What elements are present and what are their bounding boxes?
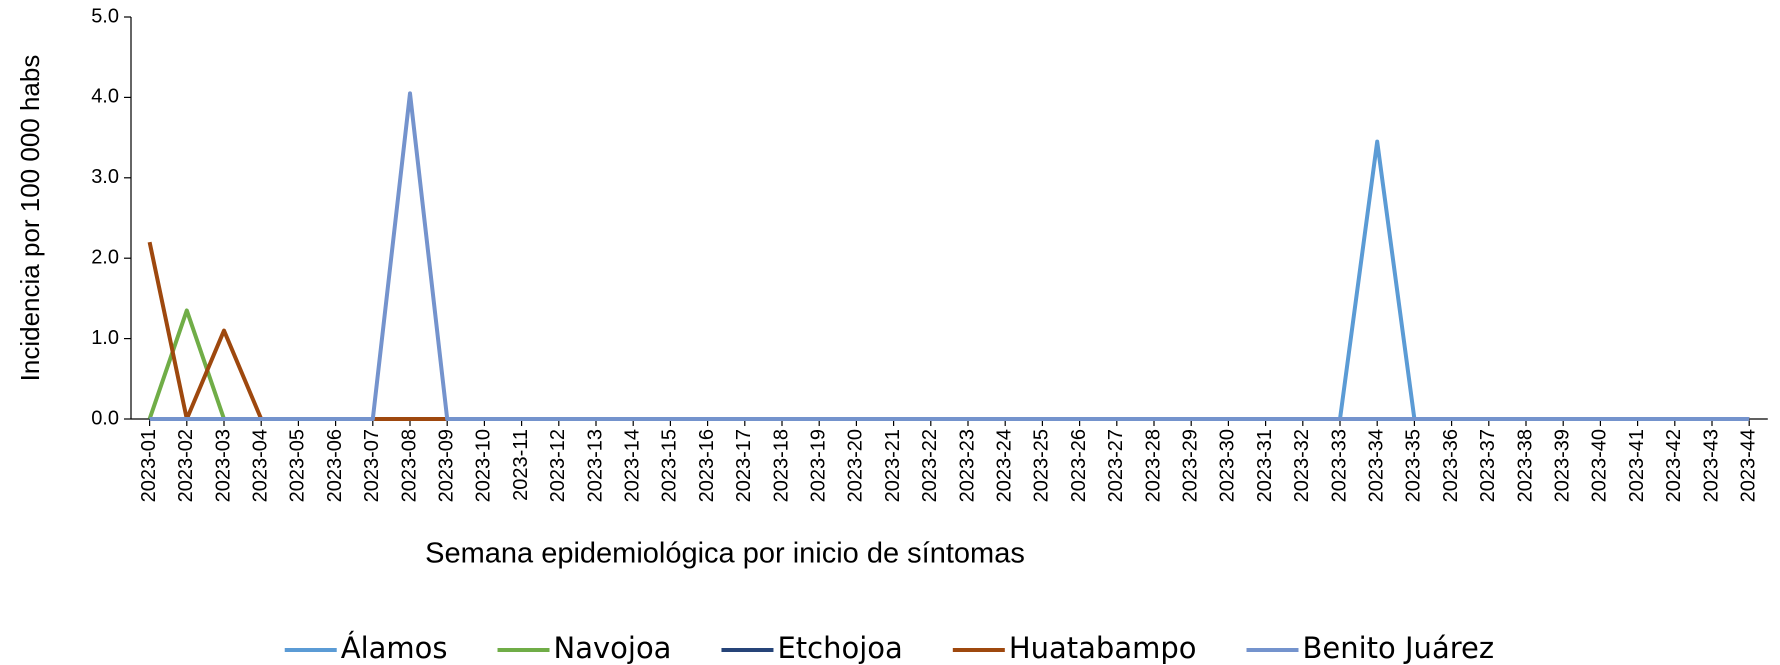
x-tick-label: 2023-33 bbox=[1328, 429, 1350, 502]
x-tick-label: 2023-12 bbox=[547, 429, 569, 502]
x-tick-label: 2023-38 bbox=[1514, 429, 1536, 502]
x-tick-label: 2023-34 bbox=[1365, 429, 1387, 502]
x-tick-label: 2023-10 bbox=[473, 429, 495, 502]
legend-label: Álamos bbox=[341, 631, 448, 665]
x-tick-label: 2023-37 bbox=[1477, 429, 1499, 502]
y-tick-label: 2.0 bbox=[91, 246, 119, 268]
x-tick-label: 2023-14 bbox=[621, 429, 643, 502]
x-tick-label: 2023-15 bbox=[659, 429, 681, 502]
x-tick-label: 2023-39 bbox=[1551, 429, 1573, 502]
x-tick-label: 2023-17 bbox=[733, 429, 755, 502]
x-tick-label: 2023-31 bbox=[1254, 429, 1276, 502]
legend-label: Navojoa bbox=[554, 631, 672, 665]
y-tick-label: 0.0 bbox=[91, 407, 119, 429]
legend-label: Benito Juárez bbox=[1303, 631, 1495, 665]
x-tick-label: 2023-16 bbox=[696, 429, 718, 502]
x-tick-label: 2023-18 bbox=[770, 429, 792, 502]
x-tick-label: 2023-21 bbox=[882, 429, 904, 502]
x-tick-label: 2023-08 bbox=[398, 429, 420, 502]
x-tick-label: 2023-02 bbox=[175, 429, 197, 502]
x-tick-label: 2023-25 bbox=[1031, 429, 1053, 502]
line-series bbox=[147, 308, 1750, 421]
y-tick-label: 1.0 bbox=[91, 327, 119, 349]
x-tick-label: 2023-24 bbox=[993, 429, 1015, 502]
legend: Álamos Navojoa Etchojoa Huatabampo Benito Ju… bbox=[284, 631, 1495, 665]
line-series bbox=[149, 91, 1750, 421]
x-tick-label: 2023-36 bbox=[1440, 429, 1462, 502]
x-tick-label: 2023-28 bbox=[1142, 429, 1164, 502]
x-tick-label: 2023-09 bbox=[435, 429, 457, 502]
y-tick-label: 3.0 bbox=[91, 166, 119, 188]
x-tick-label: 2023-30 bbox=[1217, 429, 1239, 502]
x-tick-label: 2023-05 bbox=[287, 429, 309, 502]
x-tick-label: 2023-06 bbox=[324, 429, 346, 502]
legend-label: Etchojoa bbox=[777, 631, 902, 665]
x-tick-label: 2023-29 bbox=[1179, 429, 1201, 502]
x-tick-label: 2023-41 bbox=[1626, 429, 1648, 502]
x-tick-label: 2023-04 bbox=[249, 429, 271, 502]
x-axis-title: Semana epidemiológica por inicio de sínt… bbox=[425, 538, 1025, 570]
x-tick-label: 2023-26 bbox=[1068, 429, 1090, 502]
x-tick-label: 2023-20 bbox=[845, 429, 867, 502]
x-tick-label: 2023-19 bbox=[807, 429, 829, 502]
x-tick-label: 2023-35 bbox=[1403, 429, 1425, 502]
x-tick-label: 2023-07 bbox=[361, 429, 383, 502]
legend-label: Huatabampo bbox=[1009, 631, 1197, 665]
x-tick-label: 2023-43 bbox=[1700, 429, 1722, 502]
x-tick-label: 2023-32 bbox=[1291, 429, 1313, 502]
y-axis-title: Incidencia por 100 000 habs bbox=[15, 55, 45, 382]
y-tick-label: 4.0 bbox=[91, 86, 119, 108]
x-tick-label: 2023-03 bbox=[212, 429, 234, 502]
x-tick-label: 2023-13 bbox=[584, 429, 606, 502]
x-tick-label: 2023-40 bbox=[1589, 429, 1611, 502]
y-tick-label: 5.0 bbox=[91, 5, 119, 27]
x-tick-label: 2023-01 bbox=[138, 429, 160, 502]
x-tick-label: 2023-42 bbox=[1663, 429, 1685, 502]
x-tick-label: 2023-11 bbox=[510, 429, 532, 501]
x-tick-label: 2023-22 bbox=[919, 429, 941, 502]
x-tick-label: 2023-44 bbox=[1737, 429, 1759, 502]
x-tick-label: 2023-27 bbox=[1105, 429, 1127, 502]
x-tick-label: 2023-23 bbox=[956, 429, 978, 502]
